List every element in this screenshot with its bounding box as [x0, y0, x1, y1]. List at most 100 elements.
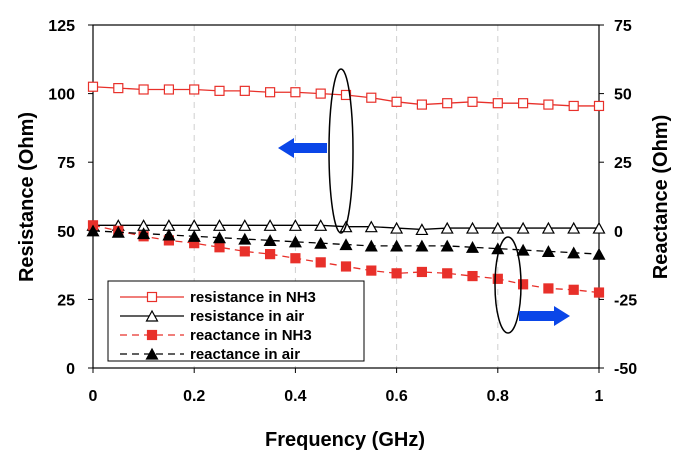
data-point: [265, 87, 276, 98]
data-point: [366, 92, 377, 103]
data-point: [567, 246, 581, 259]
data-point: [339, 238, 353, 251]
left-arrow-icon: [278, 138, 327, 158]
x-tick-label: 0: [89, 388, 98, 405]
data-point: [86, 224, 100, 237]
data-point: [592, 221, 606, 234]
data-point: [214, 242, 225, 253]
legend-label: reactance in NH3: [190, 327, 312, 344]
right-y-axis-title: Reactance (Ohm): [650, 115, 672, 280]
right-y-tick-label: -25: [614, 292, 637, 309]
legend-label: resistance in air: [190, 308, 304, 325]
data-point: [465, 241, 480, 253]
x-tick-label: 0.4: [284, 388, 306, 405]
data-point: [214, 85, 225, 96]
data-point: [137, 227, 151, 240]
series-resistance-in-nh3: [87, 81, 605, 112]
data-point: [263, 234, 277, 247]
legend-label: resistance in NH3: [190, 289, 316, 306]
x-tick-label: 0.8: [487, 388, 509, 405]
left-y-axis-ticks: 0 25 50 75 100 125: [48, 18, 93, 378]
data-point: [440, 239, 454, 252]
legend-marker: [145, 347, 159, 360]
data-point: [162, 228, 176, 241]
grid: [193, 25, 499, 368]
data-point: [516, 243, 530, 256]
x-tick-label: 1: [595, 388, 604, 405]
data-point: [416, 266, 427, 278]
left-y-tick-label: 125: [48, 18, 75, 35]
data-point: [390, 221, 404, 234]
data-point: [265, 249, 276, 260]
data-point: [568, 100, 579, 112]
data-point: [592, 247, 606, 260]
data-point: [517, 98, 529, 109]
legend-marker: [146, 291, 158, 303]
right-y-tick-label: 50: [614, 87, 632, 104]
data-point: [593, 100, 605, 112]
data-point: [492, 273, 503, 284]
data-point: [541, 221, 555, 234]
data-point: [288, 219, 302, 231]
data-point: [364, 239, 378, 252]
left-y-tick-label: 100: [48, 87, 75, 104]
data-point: [315, 257, 326, 268]
data-point: [491, 221, 505, 234]
data-point: [442, 98, 453, 109]
data-point: [163, 84, 174, 95]
data-point: [492, 98, 503, 109]
data-point: [390, 239, 404, 252]
data-point: [340, 261, 352, 272]
data-point: [212, 231, 227, 244]
data-point: [440, 221, 454, 234]
data-point: [467, 96, 478, 107]
data-point: [442, 268, 453, 279]
data-point: [416, 99, 427, 110]
data-point: [467, 270, 478, 282]
data-point: [138, 84, 149, 95]
data-point: [391, 268, 402, 279]
left-y-axis-title: Resistance (Ohm): [16, 112, 38, 282]
data-point: [187, 230, 201, 242]
data-point: [87, 81, 99, 92]
data-point: [315, 88, 326, 99]
data-point: [314, 236, 328, 249]
data-point: [366, 265, 377, 276]
annotations: [278, 68, 570, 334]
resistance-group-ellipse: [328, 68, 354, 234]
right-y-tick-label: 0: [614, 224, 623, 241]
data-point: [415, 223, 429, 236]
left-y-tick-label: 50: [57, 224, 75, 241]
x-tick-label: 0.2: [183, 388, 205, 405]
x-axis-title: Frequency (GHz): [265, 429, 425, 451]
data-point: [465, 221, 480, 234]
legend-marker: [145, 309, 159, 322]
data-point: [212, 219, 227, 231]
data-point: [239, 246, 250, 257]
right-arrow-icon: [519, 306, 570, 326]
series: [86, 81, 606, 298]
x-axis-ticks: 0 0.2 0.4 0.6 0.8 1: [89, 368, 604, 405]
data-point: [290, 87, 301, 98]
legend-marker: [146, 329, 158, 341]
right-y-axis-ticks: -50 -25 0 25 50 75: [599, 18, 637, 378]
plot-area-frame: [92, 24, 600, 369]
data-point: [391, 96, 402, 107]
data-point: [238, 219, 252, 231]
data-point: [290, 253, 301, 264]
legend: resistance in NH3 resistance in air reacta…: [107, 280, 365, 363]
data-point: [111, 225, 125, 238]
data-point: [543, 283, 554, 294]
left-y-tick-label: 75: [57, 155, 75, 172]
data-point: [189, 84, 200, 95]
data-point: [593, 287, 605, 298]
right-y-tick-label: 75: [614, 18, 632, 35]
data-point: [541, 245, 555, 257]
x-tick-label: 0.6: [385, 388, 407, 405]
data-point: [288, 235, 302, 248]
data-point: [543, 99, 554, 110]
right-y-tick-label: -50: [614, 361, 637, 378]
left-y-tick-label: 0: [66, 361, 75, 378]
series-reactance-in-air: [86, 224, 606, 260]
